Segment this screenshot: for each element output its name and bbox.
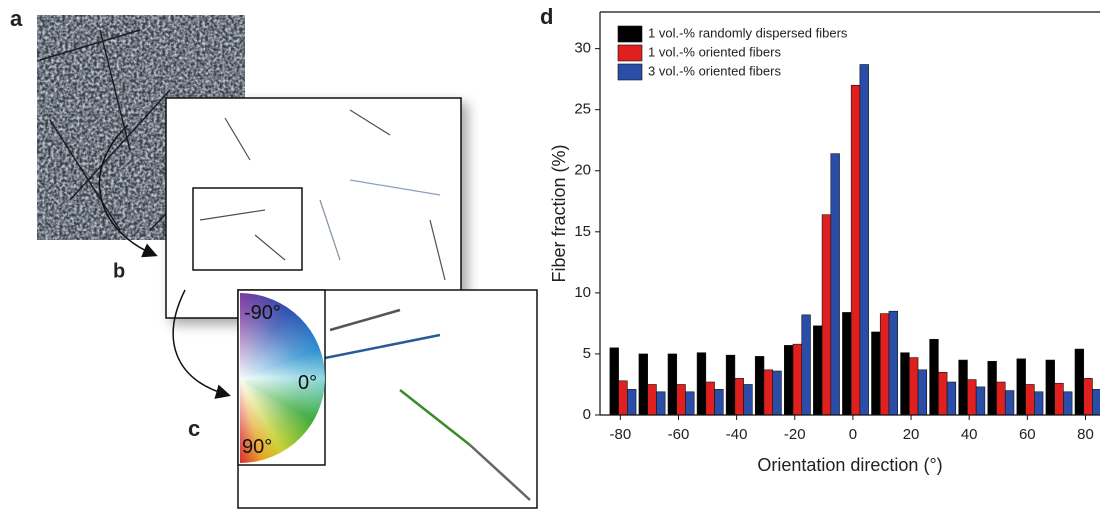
bar	[735, 378, 744, 415]
chart: 0 5 10 15 20 25 30 -80 -60 -40 -20 0 20 40 60 80 Orienta…	[549, 12, 1100, 475]
x-tick-label: -60	[668, 426, 690, 443]
bar	[918, 370, 927, 415]
bar	[1063, 392, 1072, 415]
x-tick-label: 0	[849, 426, 857, 443]
y-tick-label: 10	[574, 284, 591, 301]
bar	[822, 215, 831, 415]
bar	[967, 380, 976, 415]
bar	[755, 356, 764, 415]
bar	[1017, 359, 1026, 415]
bar	[773, 371, 782, 415]
bar	[1005, 391, 1014, 415]
bar	[842, 312, 851, 415]
x-tick-label: 60	[1019, 426, 1036, 443]
y-tick-label: 5	[583, 345, 591, 362]
legend-label: 1 vol.-% randomly dispersed fibers	[648, 25, 848, 40]
wheel-label: 0°	[298, 372, 317, 395]
legend-swatch	[618, 45, 642, 61]
x-tick-label: 80	[1077, 426, 1094, 443]
bar	[1075, 349, 1084, 415]
y-tick-label: 30	[574, 40, 591, 57]
x-tick-label: 40	[961, 426, 978, 443]
legend-swatch	[618, 64, 642, 80]
bar	[619, 381, 628, 415]
page: {"panel_labels": ["a", "b", "c", "d"], "…	[0, 0, 1100, 511]
bar	[930, 339, 939, 415]
panel-label: c	[188, 416, 200, 441]
legend-swatch	[618, 26, 642, 42]
bar	[959, 360, 968, 415]
bar	[851, 85, 860, 415]
bar	[901, 353, 910, 415]
bar	[784, 345, 793, 415]
bar	[648, 384, 657, 415]
x-tick-label: -20	[784, 426, 806, 443]
y-tick-label: 20	[574, 162, 591, 179]
legend-label: 3 vol.-% oriented fibers	[648, 63, 781, 78]
wheel-label: -90°	[244, 302, 281, 325]
wheel-label: 90°	[242, 436, 272, 459]
panel-label: b	[113, 260, 125, 282]
x-tick-label: -80	[610, 426, 632, 443]
bar	[988, 361, 997, 415]
bar	[764, 370, 773, 415]
x-axis-label: Orientation direction (°)	[757, 455, 942, 475]
bar	[1084, 378, 1093, 415]
bar	[715, 389, 724, 415]
bar	[656, 392, 665, 415]
panel-label: d	[540, 4, 553, 29]
legend-label: 1 vol.-% oriented fibers	[648, 44, 781, 59]
bar	[726, 355, 735, 415]
bar	[909, 358, 918, 415]
bar	[813, 326, 822, 415]
bar	[1055, 383, 1064, 415]
y-axis-label: Fiber fraction (%)	[549, 144, 569, 282]
x-tick-label: -40	[726, 426, 748, 443]
bar	[947, 382, 956, 415]
bar	[610, 348, 619, 415]
bar	[938, 372, 947, 415]
bar	[697, 353, 706, 415]
bar	[793, 344, 802, 415]
bar	[706, 382, 715, 415]
bar	[872, 332, 881, 415]
bar	[685, 392, 694, 415]
bar	[860, 65, 869, 415]
bar	[889, 311, 898, 415]
y-tick-label: 25	[574, 101, 591, 118]
bar	[831, 154, 840, 415]
y-tick-label: 15	[574, 223, 591, 240]
bar	[997, 382, 1006, 415]
bar	[1046, 360, 1055, 415]
figure: a b c d 0 5 10 15 20 25 30 -80 -60 -40 -20 0 20 40 60 8…	[0, 0, 1100, 511]
bar	[880, 314, 889, 415]
bar	[802, 315, 811, 415]
bar	[627, 389, 636, 415]
x-tick-label: 20	[903, 426, 920, 443]
panel-b	[166, 98, 461, 318]
bar	[744, 384, 753, 415]
y-tick-label: 0	[583, 406, 591, 423]
bar	[1034, 392, 1043, 415]
bar	[1026, 384, 1035, 415]
bar	[677, 384, 686, 415]
panel-label: a	[10, 6, 23, 31]
bar	[976, 387, 985, 415]
bar	[668, 354, 677, 415]
bar	[639, 354, 648, 415]
bar	[1092, 389, 1100, 415]
